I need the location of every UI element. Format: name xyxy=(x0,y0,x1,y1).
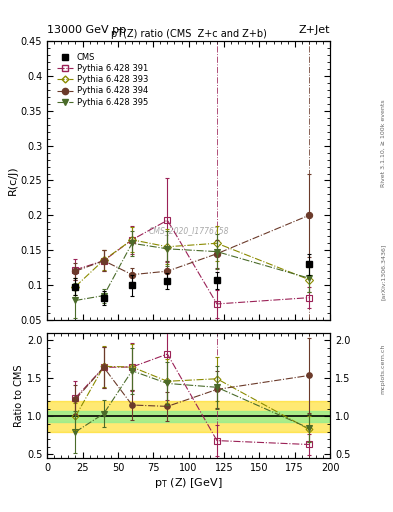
Text: Z+Jet: Z+Jet xyxy=(299,25,330,35)
Text: mcplots.cern.ch: mcplots.cern.ch xyxy=(381,344,386,394)
Bar xyxy=(47,401,330,432)
Y-axis label: Ratio to CMS: Ratio to CMS xyxy=(14,364,24,427)
Bar xyxy=(47,411,330,422)
Text: [arXiv:1306.3436]: [arXiv:1306.3436] xyxy=(381,243,386,300)
Text: Rivet 3.1.10, ≥ 100k events: Rivet 3.1.10, ≥ 100k events xyxy=(381,99,386,187)
Text: CMS_2020_I1776758: CMS_2020_I1776758 xyxy=(149,226,229,235)
Title: pT(Z) ratio (CMS  Z+c and Z+b): pT(Z) ratio (CMS Z+c and Z+b) xyxy=(111,29,266,39)
Text: 13000 GeV pp: 13000 GeV pp xyxy=(47,25,126,35)
X-axis label: $\mathregular{p_T}$ (Z) [GeV]: $\mathregular{p_T}$ (Z) [GeV] xyxy=(154,476,223,490)
Y-axis label: R(c/J): R(c/J) xyxy=(8,166,18,195)
Legend: CMS, Pythia 6.428 391, Pythia 6.428 393, Pythia 6.428 394, Pythia 6.428 395: CMS, Pythia 6.428 391, Pythia 6.428 393,… xyxy=(54,51,151,109)
